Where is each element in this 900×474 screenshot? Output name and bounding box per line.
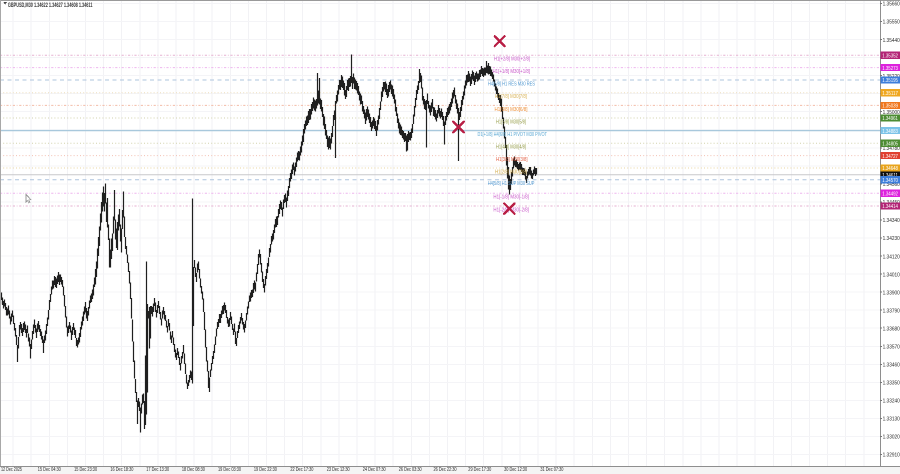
svg-text:19 Dec 22:30: 19 Dec 22:30 <box>254 467 277 473</box>
svg-text:H1[+1/8] M30[+1/8]: H1[+1/8] M30[+1/8] <box>493 69 531 75</box>
svg-text:1.35550: 1.35550 <box>883 20 900 26</box>
svg-text:1.34230: 1.34230 <box>883 236 900 242</box>
svg-text:H4[5/8] H1 SUP M30 SUP: H4[5/8] H1 SUP M30 SUP <box>488 181 535 187</box>
svg-text:1.33900: 1.33900 <box>883 290 900 296</box>
svg-text:1.35000: 1.35000 <box>883 110 900 116</box>
svg-text:1.35440: 1.35440 <box>883 38 900 44</box>
svg-text:29 Dec 17:30: 29 Dec 17:30 <box>468 467 491 473</box>
svg-text:1.33240: 1.33240 <box>883 399 900 405</box>
svg-text:1.35273: 1.35273 <box>882 66 898 72</box>
svg-text:15 Dec 23:30: 15 Dec 23:30 <box>74 467 97 473</box>
svg-text:1.34340: 1.34340 <box>883 218 900 224</box>
svg-text:H4[6/8] H1 RES M30 RES: H4[6/8] H1 RES M30 RES <box>488 81 535 87</box>
svg-text:19 Dec 03:30: 19 Dec 03:30 <box>218 467 241 473</box>
svg-text:23 Dec 12:30: 23 Dec 12:30 <box>327 467 350 473</box>
svg-text:H1[6/8] M30[6/8]: H1[6/8] M30[6/8] <box>495 107 528 113</box>
svg-text:26 Dec 03:30: 26 Dec 03:30 <box>399 467 422 473</box>
svg-text:H1[4/8] M30[4/8]: H1[4/8] M30[4/8] <box>496 145 526 151</box>
svg-text:30 Dec 12:30: 30 Dec 12:30 <box>504 467 527 473</box>
svg-text:H1[3/8] M30[3/8]: H1[3/8] M30[3/8] <box>496 157 528 163</box>
svg-text:1.34727: 1.34727 <box>882 154 898 160</box>
svg-text:17 Dec 13:30: 17 Dec 13:30 <box>146 467 169 473</box>
svg-text:1.33680: 1.33680 <box>883 326 900 332</box>
svg-text:1.35039: 1.35039 <box>882 104 898 110</box>
svg-text:1.34570: 1.34570 <box>882 178 898 184</box>
svg-text:D1[+1/8] H4[6/8] H1 PIVOT M30: D1[+1/8] H4[6/8] H1 PIVOT M30 PIVOT <box>478 132 548 138</box>
svg-text:1.34120: 1.34120 <box>883 254 900 260</box>
svg-text:1.35117: 1.35117 <box>882 91 898 97</box>
svg-text:1.35352: 1.35352 <box>882 54 898 60</box>
svg-text:H1[2/8] M30[2/8]: H1[2/8] M30[2/8] <box>495 169 527 175</box>
svg-text:1.34648: 1.34648 <box>882 166 898 172</box>
svg-text:1.34883: 1.34883 <box>882 129 898 135</box>
svg-text:H1[+2/8] M30[+2/8]: H1[+2/8] M30[+2/8] <box>494 57 530 63</box>
svg-text:1.33570: 1.33570 <box>883 345 900 351</box>
svg-text:H1[-1/8] M30[-1/8]: H1[-1/8] M30[-1/8] <box>493 195 529 201</box>
svg-text:12 Dec 2025: 12 Dec 2025 <box>1 467 22 473</box>
svg-text:16 Dec 18:30: 16 Dec 18:30 <box>110 467 133 473</box>
svg-text:26 Dec 22:30: 26 Dec 22:30 <box>434 467 457 473</box>
svg-text:1.34611: 1.34611 <box>882 173 898 179</box>
svg-text:31 Dec 07:30: 31 Dec 07:30 <box>540 467 563 473</box>
svg-text:1.34780: 1.34780 <box>883 146 900 152</box>
svg-text:H1[5/8] M30[5/8]: H1[5/8] M30[5/8] <box>496 119 526 125</box>
svg-text:1.35660: 1.35660 <box>883 2 900 8</box>
svg-text:GBPUSD,M30 1.34622 1.34627 1.: GBPUSD,M30 1.34622 1.34627 1.34608 1.346… <box>8 2 93 9</box>
svg-text:1.34805: 1.34805 <box>882 141 898 147</box>
svg-text:1.34961: 1.34961 <box>882 116 898 122</box>
svg-text:1.33460: 1.33460 <box>883 363 900 369</box>
svg-text:1.34560: 1.34560 <box>883 182 900 188</box>
svg-text:1.35195: 1.35195 <box>882 78 898 84</box>
svg-text:15 Dec 04:30: 15 Dec 04:30 <box>38 467 61 473</box>
svg-text:18 Dec 08:30: 18 Dec 08:30 <box>182 467 205 473</box>
svg-text:1.34414: 1.34414 <box>882 204 898 210</box>
svg-text:1.34010: 1.34010 <box>883 272 900 278</box>
svg-text:1.33130: 1.33130 <box>883 417 900 423</box>
svg-text:1.32910: 1.32910 <box>883 453 900 459</box>
svg-text:1.33020: 1.33020 <box>883 435 900 441</box>
svg-text:22 Dec 17:30: 22 Dec 17:30 <box>290 467 313 473</box>
svg-text:H1[7/8] M30[7/8]: H1[7/8] M30[7/8] <box>495 94 527 100</box>
svg-text:1.34492: 1.34492 <box>882 191 898 197</box>
svg-text:1.33350: 1.33350 <box>883 381 900 387</box>
svg-text:1.33790: 1.33790 <box>883 308 900 314</box>
svg-text:24 Dec 07:30: 24 Dec 07:30 <box>363 467 386 473</box>
